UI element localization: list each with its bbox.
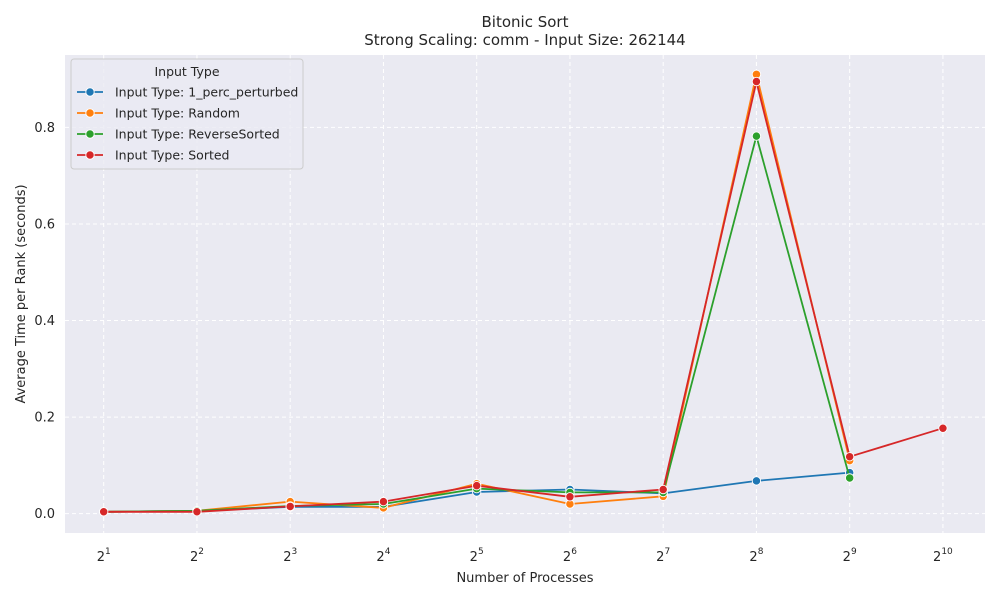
x-tick-label: 25 <box>470 547 484 565</box>
x-tick-base: 2 <box>97 550 105 565</box>
legend-label: Input Type: Random <box>115 106 240 121</box>
x-tick-exponent: 1 <box>105 547 111 557</box>
x-tick-base: 2 <box>470 550 478 565</box>
x-tick-base: 2 <box>283 550 291 565</box>
x-tick-base: 2 <box>933 550 941 565</box>
legend-marker <box>85 150 95 160</box>
legend-entries: Input Type: 1_perc_perturbed Input Type: … <box>77 85 298 163</box>
data-point <box>192 507 202 517</box>
x-tick-exponent: 6 <box>571 547 577 557</box>
data-point <box>751 476 762 486</box>
chart-title: Bitonic Sort <box>482 13 569 31</box>
data-point <box>845 473 855 483</box>
series-3 <box>99 76 948 517</box>
x-tick-label: 23 <box>283 547 297 565</box>
data-point <box>938 423 948 433</box>
y-tick-label: 0.0 <box>34 507 55 522</box>
x-tick-exponent: 10 <box>941 547 953 557</box>
y-tick-label: 0.8 <box>34 121 55 136</box>
x-tick-label: 22 <box>190 547 204 565</box>
data-point <box>751 76 762 87</box>
x-tick-base: 2 <box>190 550 198 565</box>
legend-entry: Input Type: ReverseSorted <box>77 127 280 142</box>
y-axis-ticks: 0.0 0.2 0.4 0.6 0.8 <box>34 121 55 522</box>
data-point <box>472 481 482 491</box>
x-tick-label: 28 <box>749 547 763 565</box>
data-point <box>565 492 575 502</box>
x-tick-base: 2 <box>656 550 664 565</box>
y-tick-label: 0.4 <box>34 314 55 329</box>
data-point <box>285 501 295 512</box>
legend-label: Input Type: ReverseSorted <box>115 127 280 142</box>
x-tick-base: 2 <box>563 550 571 565</box>
legend-title: Input Type <box>154 64 219 79</box>
x-tick-exponent: 8 <box>758 547 764 557</box>
legend-entry: Input Type: 1_perc_perturbed <box>77 85 298 100</box>
x-tick-base: 2 <box>749 550 757 565</box>
legend-marker <box>85 108 95 118</box>
x-tick-label: 21 <box>97 547 111 565</box>
x-tick-exponent: 9 <box>851 547 857 557</box>
x-tick-exponent: 7 <box>664 547 670 557</box>
data-point <box>845 452 855 462</box>
x-tick-exponent: 4 <box>385 547 391 557</box>
legend-label: Input Type: 1_perc_perturbed <box>115 85 298 100</box>
data-point <box>378 496 389 507</box>
legend-entry: Input Type: Random <box>77 106 240 121</box>
x-tick-label: 29 <box>843 547 857 565</box>
legend-marker <box>85 129 95 139</box>
x-tick-label: 24 <box>376 547 390 565</box>
series-line <box>103 80 944 513</box>
legend-marker <box>85 87 95 97</box>
legend: Input Type Input Type: 1_perc_perturbedI… <box>70 58 304 170</box>
x-tick-label: 210 <box>933 547 953 565</box>
legend-entry: Input Type: Sorted <box>77 148 229 163</box>
chart-subtitle: Strong Scaling: comm - Input Size: 26214… <box>364 31 685 49</box>
series-group <box>99 69 948 517</box>
data-point <box>99 507 109 517</box>
y-axis-title: Average Time per Rank (seconds) <box>14 184 29 403</box>
data-point <box>751 131 762 141</box>
y-tick-label: 0.6 <box>34 217 55 232</box>
x-tick-exponent: 2 <box>198 547 204 557</box>
x-axis-title: Number of Processes <box>456 571 593 586</box>
legend-box <box>70 58 304 170</box>
data-point <box>658 484 668 495</box>
x-tick-exponent: 3 <box>291 547 297 557</box>
x-tick-exponent: 5 <box>478 547 484 557</box>
y-tick-label: 0.2 <box>34 411 55 426</box>
x-tick-base: 2 <box>376 550 384 565</box>
x-tick-base: 2 <box>843 550 851 565</box>
x-tick-label: 27 <box>656 547 670 565</box>
x-tick-label: 26 <box>563 547 577 565</box>
legend-label: Input Type: Sorted <box>115 148 229 163</box>
x-axis-ticks: 21 22 23 24 25 26 27 28 29 210 <box>97 547 953 565</box>
